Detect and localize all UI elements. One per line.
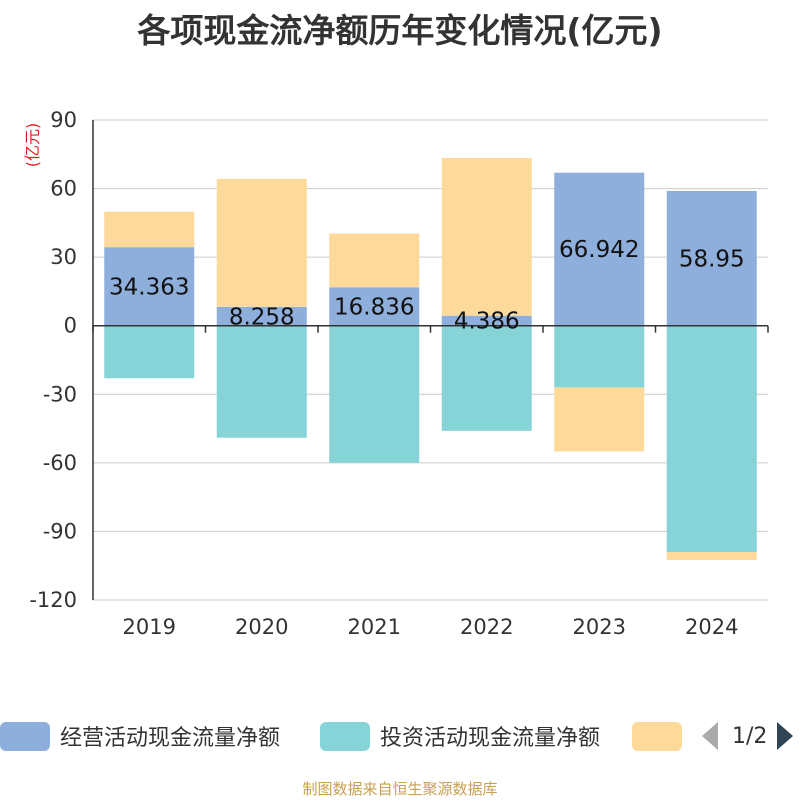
legend-swatch-investing — [320, 721, 370, 751]
bar-value-label: 16.836 — [334, 294, 414, 320]
chart-plot: 90 60 30 0 -30 -60 -90 -120 (亿元) 34.363 8.258 16.83… — [23, 108, 769, 639]
y-tick-label: -90 — [43, 519, 77, 543]
x-tick-label: 2019 — [123, 615, 176, 639]
legend-page-indicator: 1/2 — [732, 723, 768, 749]
bar-financing — [329, 233, 420, 288]
legend-prev-page-icon[interactable] — [702, 722, 718, 750]
legend-item-operating[interactable]: 经营活动现金流量净额 — [0, 720, 280, 752]
bar-operating — [216, 306, 307, 326]
bar-operating — [441, 315, 532, 326]
legend-item-investing[interactable]: 投资活动现金流量净额 — [320, 720, 600, 752]
x-tick-label: 2024 — [685, 615, 738, 639]
bar-operating — [554, 172, 645, 326]
legend-swatch-financing — [632, 721, 682, 751]
y-tick-label: -60 — [43, 451, 77, 475]
bar-value-label: 66.942 — [559, 237, 639, 263]
bar-investing — [554, 325, 645, 388]
bar-financing — [554, 387, 645, 452]
bar-financing — [441, 157, 532, 316]
bar-investing — [441, 325, 532, 431]
legend-item-financing[interactable] — [632, 721, 692, 751]
y-tick-label: -120 — [29, 588, 77, 612]
x-tick-label: 2021 — [348, 615, 401, 639]
y-tick-label: 30 — [50, 245, 77, 269]
y-tick-label: 0 — [64, 314, 77, 338]
y-tick-label: -30 — [43, 382, 77, 406]
source-note: 制图数据来自恒生聚源数据库 — [302, 780, 498, 798]
bar-value-label: 8.258 — [229, 304, 295, 330]
y-tick-label: 90 — [50, 108, 77, 132]
legend-pager: 1/2 — [702, 716, 794, 756]
y-tick-label: 60 — [50, 177, 77, 201]
bar-operating — [104, 247, 195, 326]
bar-financing — [666, 552, 757, 560]
legend: 经营活动现金流量净额 投资活动现金流量净额 1/2 — [0, 716, 800, 756]
bar-investing — [666, 325, 757, 552]
x-tick-label: 2022 — [460, 615, 513, 639]
bar-financing — [104, 211, 195, 248]
chart-title: 各项现金流净额历年变化情况(亿元) — [137, 11, 663, 50]
legend-next-page-icon[interactable] — [777, 722, 794, 750]
x-tick-label: 2023 — [573, 615, 626, 639]
bar-value-label: 34.363 — [109, 274, 189, 300]
bar-investing — [104, 325, 195, 379]
bar-investing — [216, 325, 307, 438]
bar-value-label: 58.95 — [679, 246, 745, 272]
x-tick-label: 2020 — [235, 615, 288, 639]
bar-value-label: 4.386 — [454, 309, 520, 335]
legend-label-investing: 投资活动现金流量净额 — [380, 726, 601, 751]
bar-operating — [666, 190, 757, 326]
bar-financing — [216, 178, 307, 307]
y-axis-label: (亿元) — [23, 123, 42, 168]
bar-investing — [329, 325, 420, 463]
legend-swatch-operating — [0, 721, 50, 751]
bar-operating — [329, 287, 420, 326]
legend-label-operating: 经营活动现金流量净额 — [60, 726, 281, 751]
